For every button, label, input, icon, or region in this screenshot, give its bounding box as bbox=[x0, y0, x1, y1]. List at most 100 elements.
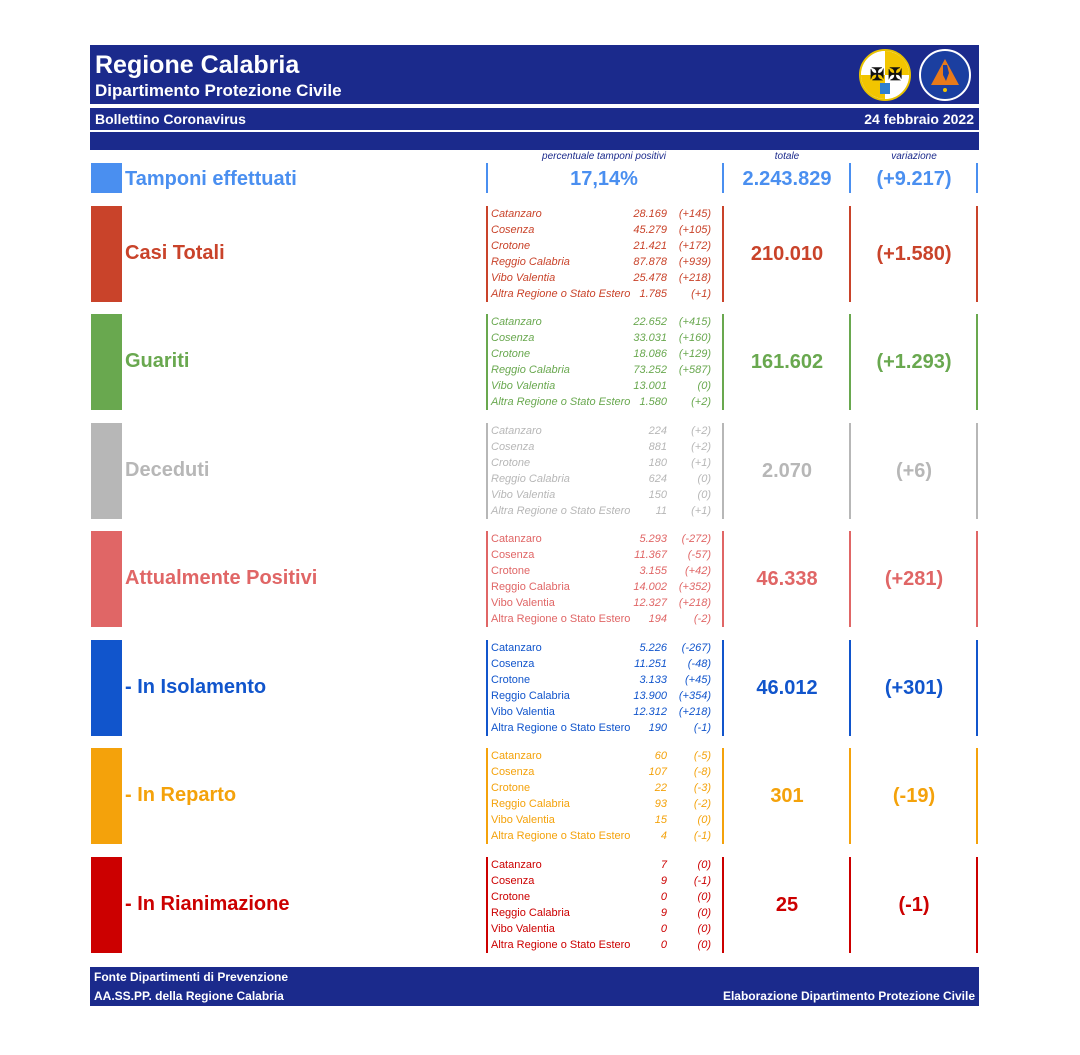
divider bbox=[486, 857, 488, 953]
province-delta: (0) bbox=[697, 380, 711, 392]
province-delta: (+218) bbox=[678, 706, 711, 718]
divider bbox=[722, 423, 724, 519]
province-row: Cosenza 11.367 (-57) bbox=[491, 547, 717, 563]
province-value: 21.421 bbox=[633, 240, 667, 252]
province-name: Catanzaro bbox=[491, 533, 542, 545]
divider bbox=[849, 163, 851, 193]
province-delta: (-8) bbox=[693, 766, 711, 778]
province-row: Reggio Calabria 13.900 (+354) bbox=[491, 688, 717, 704]
section-label: - In Rianimazione bbox=[125, 893, 290, 915]
province-value: 3.155 bbox=[639, 565, 667, 577]
divider bbox=[849, 531, 851, 627]
divider bbox=[722, 206, 724, 302]
divider bbox=[486, 163, 488, 193]
province-delta: (-57) bbox=[687, 549, 711, 561]
footer-asp: AA.SS.PP. della Regione Calabria bbox=[94, 989, 284, 1003]
province-value: 11 bbox=[655, 505, 667, 517]
divider bbox=[976, 640, 978, 736]
province-row: Crotone 18.086 (+129) bbox=[491, 346, 717, 362]
province-row: Reggio Calabria 624 (0) bbox=[491, 471, 717, 487]
header-banner: Regione Calabria Dipartimento Protezione… bbox=[90, 45, 979, 104]
province-name: Cosenza bbox=[491, 332, 535, 344]
province-breakdown: Catanzaro 7 (0) Cosenza 9 (-1) Crotone 0 (0) Regg… bbox=[491, 857, 717, 953]
divider bbox=[849, 857, 851, 953]
tamponi-label: Tamponi effettuati bbox=[125, 168, 297, 190]
section-color-square bbox=[91, 314, 122, 410]
province-breakdown: Catanzaro 28.169 (+145) Cosenza 45.279 (+105)… bbox=[491, 206, 717, 302]
divider bbox=[722, 163, 724, 193]
province-row: Catanzaro 22.652 (+415) bbox=[491, 314, 717, 330]
province-name: Reggio Calabria bbox=[491, 798, 570, 810]
province-name: Catanzaro bbox=[491, 316, 542, 328]
province-row: Altra Regione o Stato Estero 190 (-1) bbox=[491, 720, 717, 736]
province-delta: (+2) bbox=[691, 425, 711, 437]
section-label: Deceduti bbox=[125, 459, 210, 481]
section-deceduti: Deceduti Catanzaro 224 (+2) Cosenza 881 (+2) Cr… bbox=[0, 423, 1080, 519]
province-row: Vibo Valentia 0 (0) bbox=[491, 921, 717, 937]
section-attualmente-positivi: Attualmente Positivi Catanzaro 5.293 (-272)… bbox=[0, 531, 1080, 627]
province-delta: (-1) bbox=[693, 875, 711, 887]
province-row: Altra Regione o Stato Estero 4 (-1) bbox=[491, 828, 717, 844]
province-name: Altra Regione o Stato Estero bbox=[491, 722, 631, 734]
footer-elaboration: Elaborazione Dipartimento Protezione Civ… bbox=[722, 989, 975, 1003]
province-name: Altra Regione o Stato Estero bbox=[491, 939, 631, 951]
province-row: Catanzaro 224 (+2) bbox=[491, 423, 717, 439]
province-name: Altra Regione o Stato Estero bbox=[491, 830, 631, 842]
province-breakdown: Catanzaro 224 (+2) Cosenza 881 (+2) Crotone 180… bbox=[491, 423, 717, 519]
footer-banner: Fonte Dipartimenti di Prevenzione AA.SS.… bbox=[90, 967, 979, 1006]
province-delta: (+172) bbox=[678, 240, 711, 252]
divider bbox=[486, 531, 488, 627]
section-variation: (+1.293) bbox=[876, 351, 952, 373]
province-name: Crotone bbox=[491, 240, 531, 252]
province-row: Cosenza 33.031 (+160) bbox=[491, 330, 717, 346]
province-delta: (-5) bbox=[693, 750, 711, 762]
province-value: 624 bbox=[648, 473, 667, 485]
province-delta: (+145) bbox=[678, 208, 711, 220]
province-name: Crotone bbox=[491, 782, 531, 794]
section-total: 46.338 bbox=[756, 568, 818, 590]
province-row: Reggio Calabria 87.878 (+939) bbox=[491, 254, 717, 270]
province-delta: (+587) bbox=[678, 364, 711, 376]
section-color-square bbox=[91, 748, 122, 844]
province-row: Catanzaro 5.293 (-272) bbox=[491, 531, 717, 547]
province-delta: (-48) bbox=[687, 658, 711, 670]
province-value: 93 bbox=[654, 798, 667, 810]
province-row: Crotone 21.421 (+172) bbox=[491, 238, 717, 254]
province-name: Cosenza bbox=[491, 441, 535, 453]
province-value: 194 bbox=[648, 613, 667, 625]
section-label: Casi Totali bbox=[125, 242, 225, 264]
province-row: Vibo Valentia 25.478 (+218) bbox=[491, 270, 717, 286]
department-subtitle: Dipartimento Protezione Civile bbox=[95, 81, 342, 100]
province-row: Reggio Calabria 93 (-2) bbox=[491, 796, 717, 812]
province-delta: (+218) bbox=[678, 272, 711, 284]
province-name: Cosenza bbox=[491, 766, 535, 778]
section-label: - In Reparto bbox=[125, 784, 237, 806]
section-variation: (+1.580) bbox=[876, 243, 952, 265]
header-divider bbox=[90, 104, 979, 108]
province-value: 881 bbox=[648, 441, 667, 453]
divider bbox=[976, 423, 978, 519]
divider bbox=[486, 423, 488, 519]
province-value: 11.251 bbox=[634, 658, 667, 670]
divider bbox=[722, 531, 724, 627]
province-value: 73.252 bbox=[633, 364, 667, 376]
province-delta: (-3) bbox=[693, 782, 711, 794]
province-name: Vibo Valentia bbox=[491, 272, 556, 284]
section-label: Guariti bbox=[125, 350, 190, 372]
section-label: - In Isolamento bbox=[125, 676, 267, 698]
province-row: Altra Regione o Stato Estero 1.580 (+2) bbox=[491, 394, 717, 410]
section-variation: (-1) bbox=[898, 894, 930, 916]
province-name: Reggio Calabria bbox=[491, 473, 570, 485]
province-row: Catanzaro 60 (-5) bbox=[491, 748, 717, 764]
tamponi-variation: (+9.217) bbox=[876, 168, 952, 190]
province-value: 5.293 bbox=[639, 533, 667, 545]
province-value: 18.086 bbox=[633, 348, 667, 360]
province-value: 5.226 bbox=[639, 642, 667, 654]
province-delta: (+2) bbox=[691, 396, 711, 408]
section-total: 301 bbox=[770, 785, 804, 807]
province-name: Reggio Calabria bbox=[491, 581, 570, 593]
section-total: 210.010 bbox=[750, 243, 824, 265]
province-name: Reggio Calabria bbox=[491, 907, 570, 919]
bulletin-label: Bollettino Coronavirus bbox=[95, 111, 246, 127]
province-name: Vibo Valentia bbox=[491, 814, 555, 826]
